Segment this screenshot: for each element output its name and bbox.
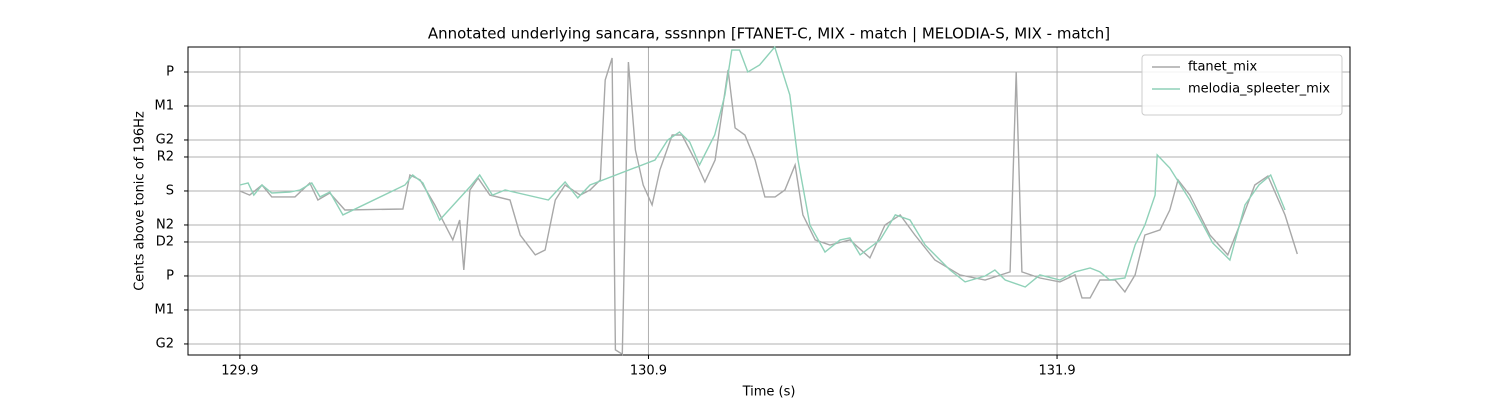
y-tick-label: G2 (156, 336, 174, 351)
series-line (239, 45, 1286, 288)
y-tick-label: M1 (155, 302, 175, 317)
y-tick-label: G2 (156, 132, 174, 147)
plot-frame (187, 46, 1351, 356)
x-axis-label: Time (s) (742, 385, 796, 400)
y-tick-label: S (166, 183, 174, 198)
x-tick-label: 131.9 (1038, 364, 1075, 379)
y-tick-label: N2 (156, 217, 174, 232)
y-tick-label: P (166, 64, 174, 79)
legend-label: melodia_spleeter_mix (1188, 82, 1330, 97)
y-axis-label: Cents above tonic of 196Hz (133, 111, 148, 291)
chart-title: Annotated underlying sancara, sssnnpn [F… (428, 25, 1110, 43)
y-tick-label: D2 (156, 234, 174, 249)
legend-label: ftanet_mix (1188, 60, 1258, 75)
legend-box (1141, 54, 1343, 116)
x-tick-label: 130.9 (630, 364, 667, 379)
y-tick-label: R2 (157, 149, 174, 164)
y-tick-label: P (166, 268, 174, 283)
x-tick-label: 129.9 (221, 364, 258, 379)
y-tick-label: M1 (155, 98, 175, 113)
